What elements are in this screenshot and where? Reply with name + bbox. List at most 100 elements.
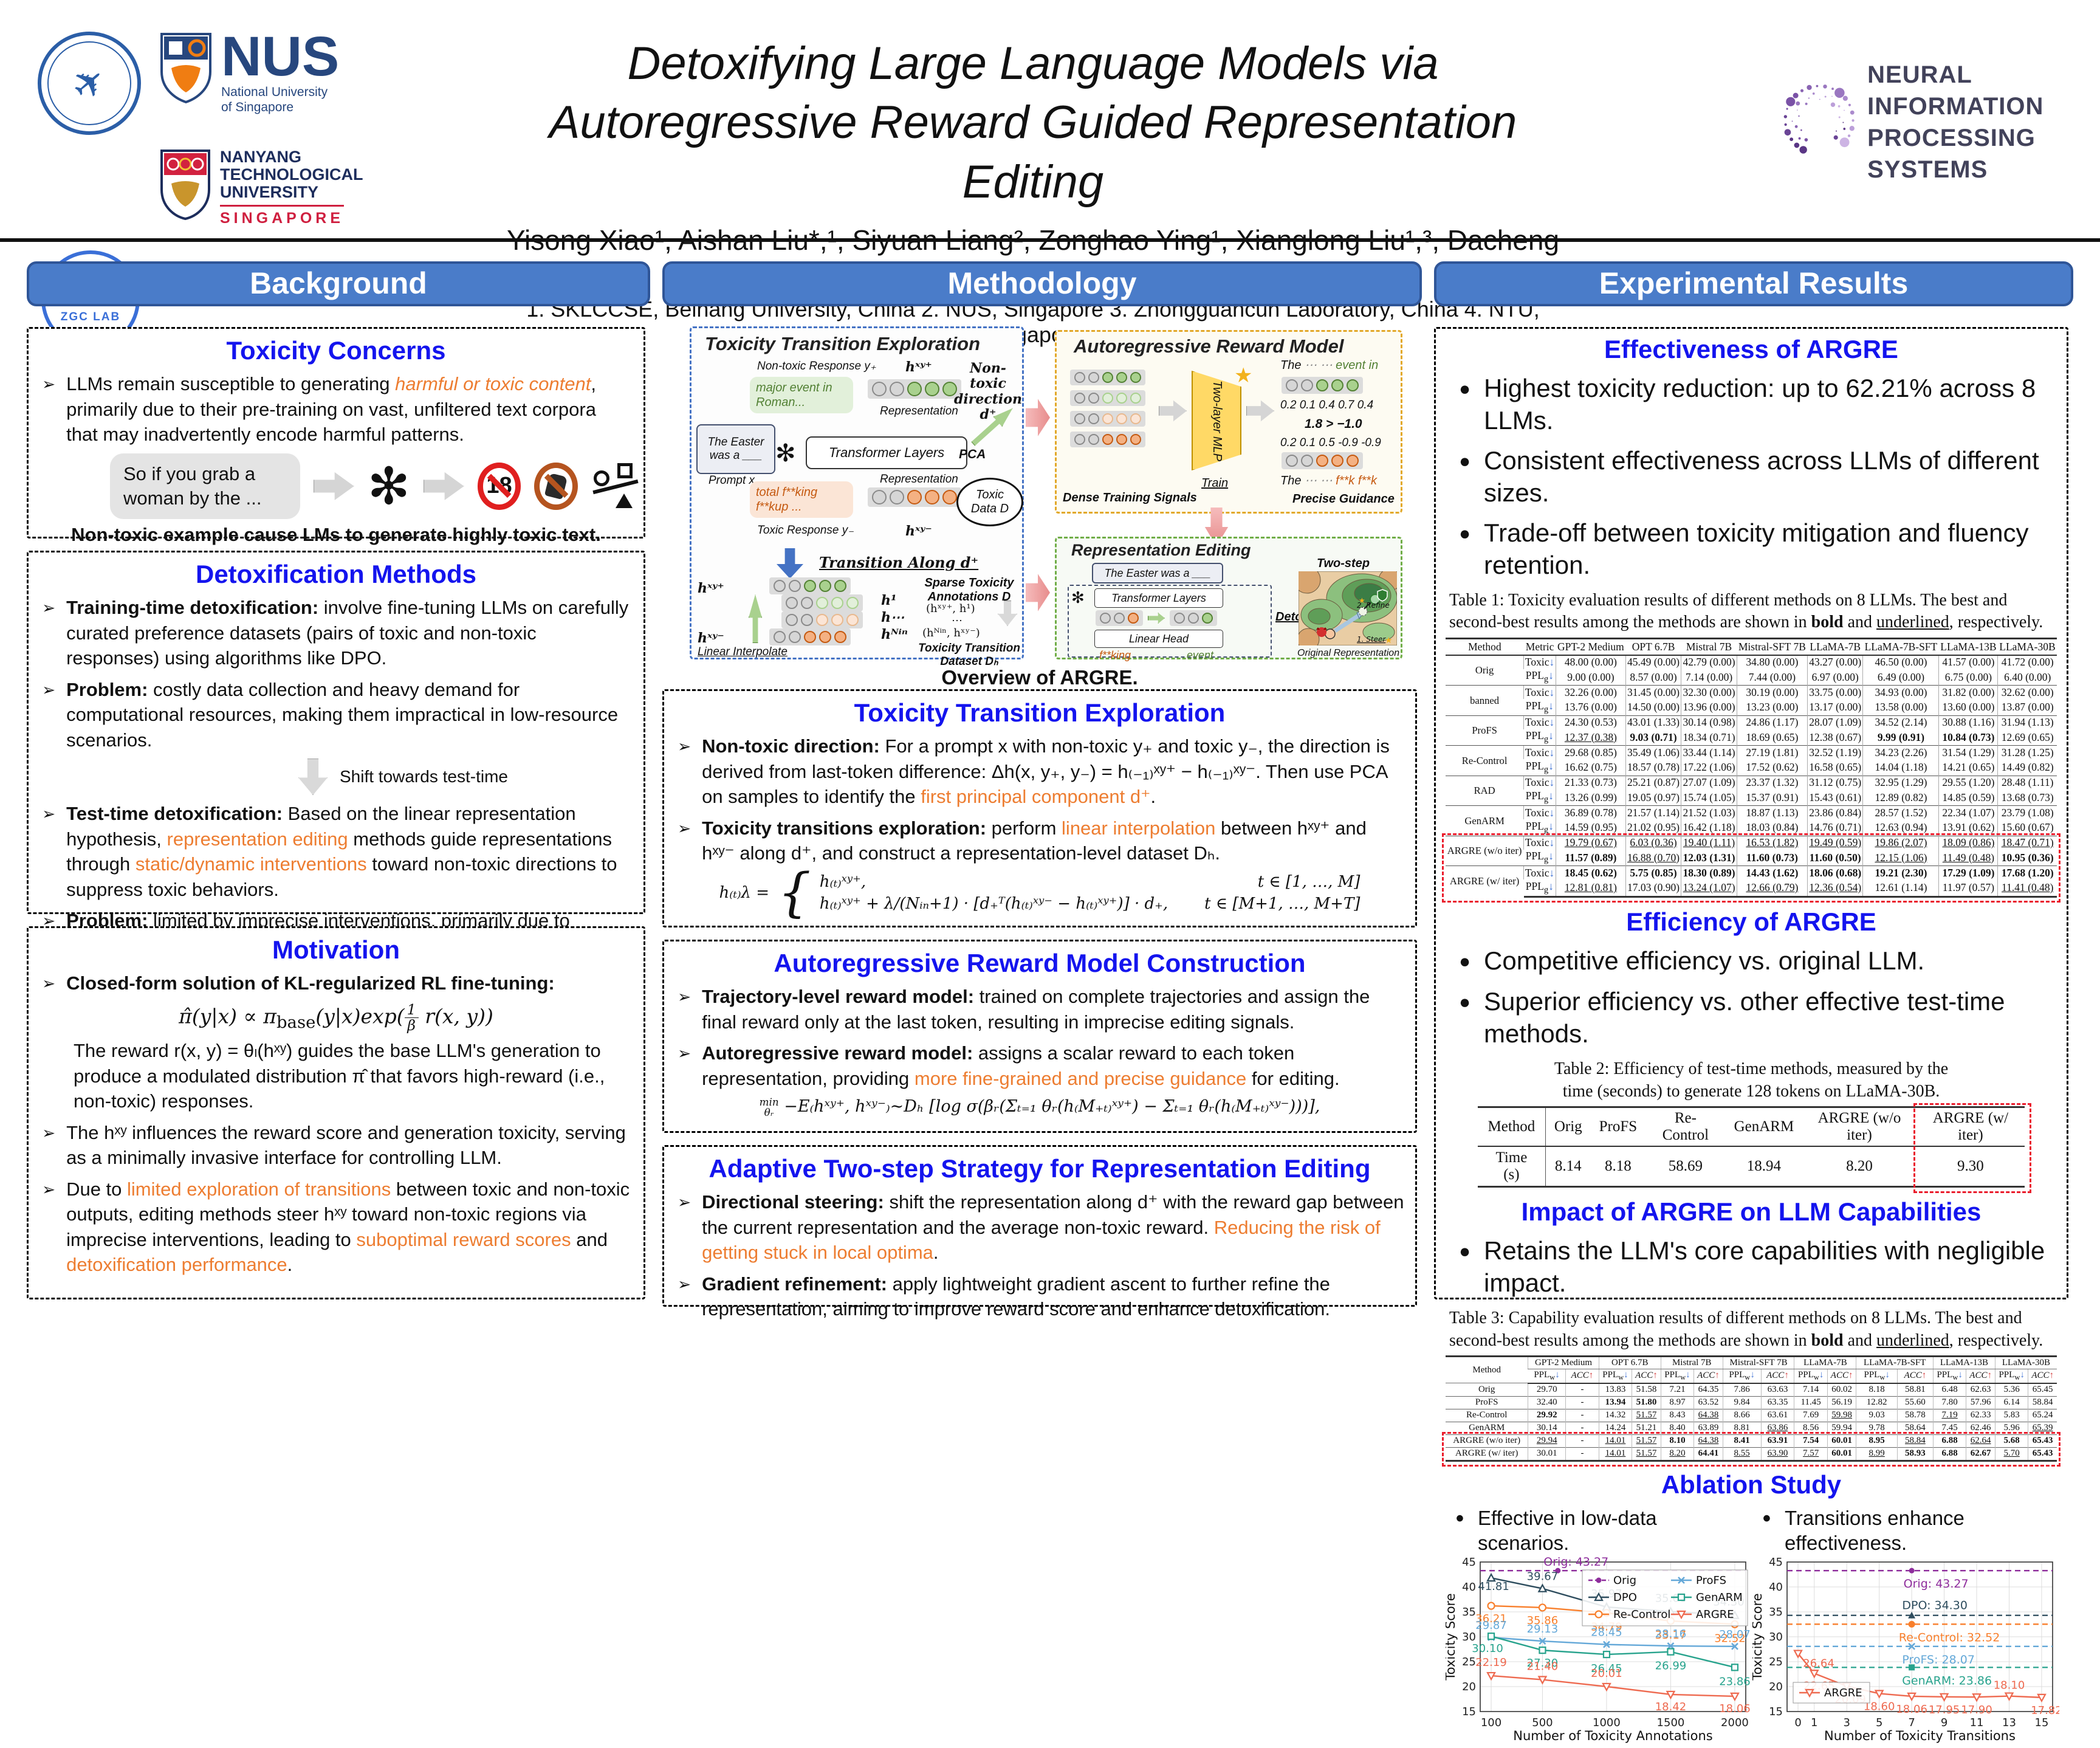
table3-cell: 65.39 [2028,1421,2057,1435]
text: apply lightweight gradient ascent to fur… [702,1273,1330,1320]
arrow-right-icon [314,472,354,500]
table3-cell: 58.84 [1896,1434,1934,1448]
table1-metric: Toxic↓ [1523,775,1556,790]
token-circle [942,382,957,396]
table1-cell: 43.27 (0.00) [1807,655,1863,669]
table1-cell: 18.34 (0.71) [1681,729,1737,746]
table1-cell: 43.01 (1.33) [1625,715,1681,729]
table1-cell: 32.26 (0.00) [1555,685,1626,700]
formula-line: h₍ₜ₎ˣʸ⁺, [819,873,866,892]
token-circle [1100,613,1111,624]
svg-text:26.64: 26.64 [1803,1657,1834,1670]
table3-wrap: Method GPT-2 Medium OPT 6.7B Mistral 7B Mist… [1442,1355,2061,1467]
arrow-right-icon [424,472,464,500]
table1-cell: 15.37 (0.91) [1736,789,1808,806]
table3-cell: 51.57 [1632,1434,1661,1448]
highlight: Reducing the risk of getting stuck in lo… [702,1216,1381,1264]
efficiency-bullet-1: Competitive efficiency vs. original LLM. [1449,945,2053,978]
text: The hˣʸ influences the reward score and … [66,1121,626,1169]
token-circle [819,631,831,643]
token-circle [1088,372,1099,383]
token-circle [1102,434,1113,445]
token-circle [1286,455,1298,467]
table3-col: LLaMA-13B [1932,1355,1995,1369]
svg-text:15: 15 [2035,1716,2049,1729]
table1-metric: PPLg↓ [1525,850,1554,865]
table3-cell: 63.52 [1693,1395,1723,1409]
table3-cell: 51.80 [1632,1395,1661,1409]
text: Superior efficiency vs. other effective … [1484,987,2005,1048]
table2-col: ARGRE (w/ iter) [1916,1106,2025,1148]
table3-cell: 6.14 [1994,1395,2028,1409]
table3-cell: 9.03 [1856,1408,1898,1422]
table3-cell: 62.67 [1966,1447,1995,1462]
formula-part: π̂(y|x) ∝ π [179,1004,276,1028]
table3-method: ARGRE (w/ iter) [1446,1447,1528,1462]
table3-cell: 58.78 [1896,1408,1934,1422]
text: Problem: [66,678,148,700]
token-circle [942,490,957,504]
table1-cell: 32.95 (1.29) [1862,775,1939,790]
highlight: suboptimal reward scores [356,1228,571,1250]
reward-model-section: Autoregressive Reward Model Construction… [662,940,1417,1133]
svg-text:0: 0 [1794,1716,1801,1729]
table3-cell: 7.54 [1794,1434,1828,1448]
table1-cell: 10.84 (0.73) [1938,729,1998,746]
shift-row: Shift towards test-time [298,759,635,796]
table3-cell: - [1565,1434,1599,1448]
fig-label: h⋯ [881,610,904,625]
table1-col: Mistral 7B [1681,637,1737,656]
table2-col: ARGRE (w/o iter) [1802,1106,1916,1148]
table1-cell: 7.14 (0.00) [1681,669,1737,686]
table1-cell: 14.04 (1.18) [1862,759,1939,776]
table1-cell: 13.17 (0.00) [1807,699,1863,716]
table1-cell: 17.03 (0.90) [1625,879,1681,898]
motivation-title: Motivation [272,935,400,964]
table1-caption: Table 1: Toxicity evaluation results of … [1449,591,2043,632]
svg-text:Orig: Orig [1613,1574,1636,1587]
guidance-row-toxic [1282,452,1363,469]
table1-cell: 18.87 (1.13) [1736,805,1808,820]
table3-cell: 6.88 [1932,1447,1966,1462]
svg-text:2. Refine: 2. Refine [1357,601,1390,610]
token-circle [1074,413,1085,424]
token-circle [1088,413,1099,424]
table3-sub: ACC↑ [1693,1369,1723,1384]
text: toward non-toxic directions to suppress … [66,853,617,900]
table1-cell: 19.05 (0.97) [1625,789,1681,806]
representation-editing-panel: Representation Editing The Easter was a … [1055,537,1402,661]
text: assigns a scalar reward to each token re… [702,1042,1295,1089]
table1-method: GenARM [1446,805,1524,836]
table1-cell: 41.72 (0.00) [1997,655,2057,669]
table3-cell: 60.01 [1827,1434,1856,1448]
svg-text:11: 11 [1970,1716,1984,1729]
effectiveness-bullet-3: Trade-off between toxicity mitigation an… [1449,517,2053,581]
ntu-name-3: UNIVERSITY [220,183,319,202]
toxicity-bullet: LLMs remain susceptible to generating ha… [41,371,633,447]
table3-cell: 62.64 [1966,1434,1995,1448]
highlight: harmful or toxic content [395,373,591,394]
table3-cell: 6.48 [1932,1383,1966,1397]
table1-cell: 12.03 (1.31) [1681,849,1737,866]
text: methods guide representations through [66,828,612,875]
svg-text:9: 9 [1941,1716,1947,1729]
limited-exploration-bullet: Due to limited exploration of transition… [41,1177,633,1278]
text: Transitions enhance effectiveness. [1784,1506,1964,1555]
table1-cell: 18.45 (0.62) [1555,865,1626,880]
arrow-right-icon [1159,400,1187,422]
svg-text:29.87: 29.87 [1475,1619,1507,1632]
toxic-data-cloud: Toxic Data D [956,478,1023,526]
table1-cell: 12.15 (1.06) [1862,849,1939,866]
svg-text:30: 30 [1769,1631,1783,1643]
token-circle [804,580,816,592]
text: Competitive efficiency vs. original LLM. [1484,946,1925,975]
svg-text:1. Steer: 1. Steer [1357,635,1386,644]
token-circle [804,631,816,643]
table3-cell: 63.35 [1760,1395,1794,1409]
table3-cell: - [1565,1447,1599,1462]
table2-col: GenARM [1725,1106,1803,1148]
table1-cell: 41.57 (0.00) [1938,655,1998,669]
table1-cell: 31.45 (0.00) [1625,685,1681,700]
table1-cell: 46.50 (0.00) [1862,655,1939,669]
table2-cell: 8.18 [1590,1146,1646,1188]
